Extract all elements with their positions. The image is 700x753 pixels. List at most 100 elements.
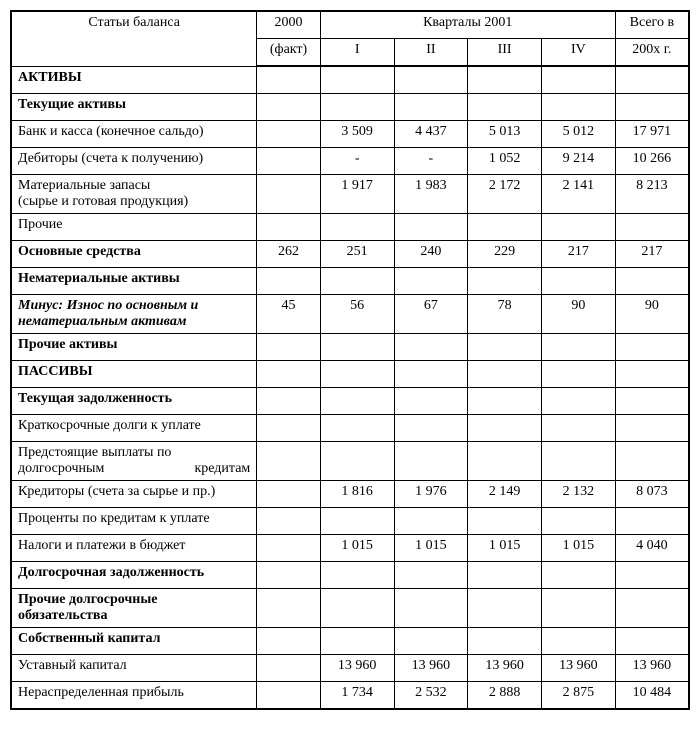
row-cell: 13 960 xyxy=(615,655,689,682)
row-label: Уставный капитал xyxy=(11,655,257,682)
row-cell xyxy=(394,94,468,121)
row-cell xyxy=(615,388,689,415)
row-cell xyxy=(320,66,394,94)
row-cell: 3 509 xyxy=(320,121,394,148)
row-cell: 90 xyxy=(541,295,615,334)
col-total-header-l2: 200х г. xyxy=(615,39,689,67)
row-cell xyxy=(468,334,542,361)
table-row: Предстоящие выплаты по долгосрочным кред… xyxy=(11,442,689,481)
row-cell xyxy=(615,442,689,481)
row-cell: 217 xyxy=(541,241,615,268)
row-cell: 1 917 xyxy=(320,175,394,214)
row-cell xyxy=(394,334,468,361)
row-cell xyxy=(541,562,615,589)
row-cell xyxy=(394,268,468,295)
row-cell: 1 816 xyxy=(320,481,394,508)
row-cell xyxy=(394,442,468,481)
row-cell xyxy=(257,334,320,361)
row-cell xyxy=(320,508,394,535)
row-cell: 10 266 xyxy=(615,148,689,175)
col-q2-header: II xyxy=(394,39,468,67)
row-cell xyxy=(468,628,542,655)
col-label-header: Статьи баланса xyxy=(11,11,257,66)
row-cell: 5 013 xyxy=(468,121,542,148)
row-cell: 67 xyxy=(394,295,468,334)
table-row: Нематериальные активы xyxy=(11,268,689,295)
row-cell xyxy=(394,508,468,535)
row-cell xyxy=(257,442,320,481)
row-cell xyxy=(257,535,320,562)
row-cell xyxy=(541,334,615,361)
row-cell xyxy=(257,121,320,148)
row-label: Краткосрочные долги к уплате xyxy=(11,415,257,442)
col-total-header-l1: Всего в xyxy=(615,11,689,39)
row-cell xyxy=(394,628,468,655)
row-cell xyxy=(257,682,320,710)
table-row: Прочие долгосрочные обязательства xyxy=(11,589,689,628)
row-cell xyxy=(320,415,394,442)
table-row: Собственный капитал xyxy=(11,628,689,655)
row-cell xyxy=(541,415,615,442)
row-cell xyxy=(257,148,320,175)
row-cell: 90 xyxy=(615,295,689,334)
row-cell: 240 xyxy=(394,241,468,268)
row-cell xyxy=(320,214,394,241)
table-row: Долгосрочная задолженность xyxy=(11,562,689,589)
row-cell: 1 983 xyxy=(394,175,468,214)
row-cell xyxy=(257,66,320,94)
row-cell xyxy=(468,66,542,94)
row-cell xyxy=(615,589,689,628)
row-cell xyxy=(257,562,320,589)
row-cell xyxy=(394,66,468,94)
row-cell xyxy=(615,214,689,241)
table-row: Текущие активы xyxy=(11,94,689,121)
table-row: Дебиторы (счета к получению)--1 0529 214… xyxy=(11,148,689,175)
row-label: Проценты по кредитам к уплате xyxy=(11,508,257,535)
row-cell xyxy=(468,589,542,628)
row-cell xyxy=(615,268,689,295)
row-cell: 217 xyxy=(615,241,689,268)
row-cell xyxy=(257,628,320,655)
row-cell xyxy=(320,562,394,589)
row-cell: 1 015 xyxy=(394,535,468,562)
row-cell xyxy=(320,94,394,121)
row-cell xyxy=(468,94,542,121)
row-cell: 10 484 xyxy=(615,682,689,710)
row-cell xyxy=(615,66,689,94)
row-label: Прочие xyxy=(11,214,257,241)
col-q4-header: IV xyxy=(541,39,615,67)
row-cell xyxy=(320,589,394,628)
row-label: Основные средства xyxy=(11,241,257,268)
row-cell: 78 xyxy=(468,295,542,334)
row-cell: 2 888 xyxy=(468,682,542,710)
row-cell xyxy=(468,562,542,589)
row-cell: 2 172 xyxy=(468,175,542,214)
row-cell: 5 012 xyxy=(541,121,615,148)
row-cell xyxy=(394,388,468,415)
row-cell xyxy=(615,94,689,121)
row-cell: 251 xyxy=(320,241,394,268)
table-row: Текущая задолженность xyxy=(11,388,689,415)
col-label-header-l1: Статьи баланса xyxy=(18,15,250,31)
row-cell xyxy=(394,415,468,442)
row-cell xyxy=(320,388,394,415)
row-label: ПАССИВЫ xyxy=(11,361,257,388)
row-cell xyxy=(615,334,689,361)
row-cell xyxy=(468,214,542,241)
row-cell xyxy=(615,628,689,655)
row-cell xyxy=(541,214,615,241)
row-cell xyxy=(615,415,689,442)
row-cell: 13 960 xyxy=(541,655,615,682)
row-cell xyxy=(541,361,615,388)
row-cell: 1 052 xyxy=(468,148,542,175)
row-label: Минус: Износ по основным и нематериальны… xyxy=(11,295,257,334)
table-row: АКТИВЫ xyxy=(11,66,689,94)
row-cell: 2 875 xyxy=(541,682,615,710)
row-cell: 2 532 xyxy=(394,682,468,710)
row-cell: 2 149 xyxy=(468,481,542,508)
table-row: Прочие xyxy=(11,214,689,241)
row-label: Прочие долгосрочные обязательства xyxy=(11,589,257,628)
row-cell xyxy=(468,361,542,388)
table-row: Кредиторы (счета за сырье и пр.)1 8161 9… xyxy=(11,481,689,508)
row-cell: 4 040 xyxy=(615,535,689,562)
